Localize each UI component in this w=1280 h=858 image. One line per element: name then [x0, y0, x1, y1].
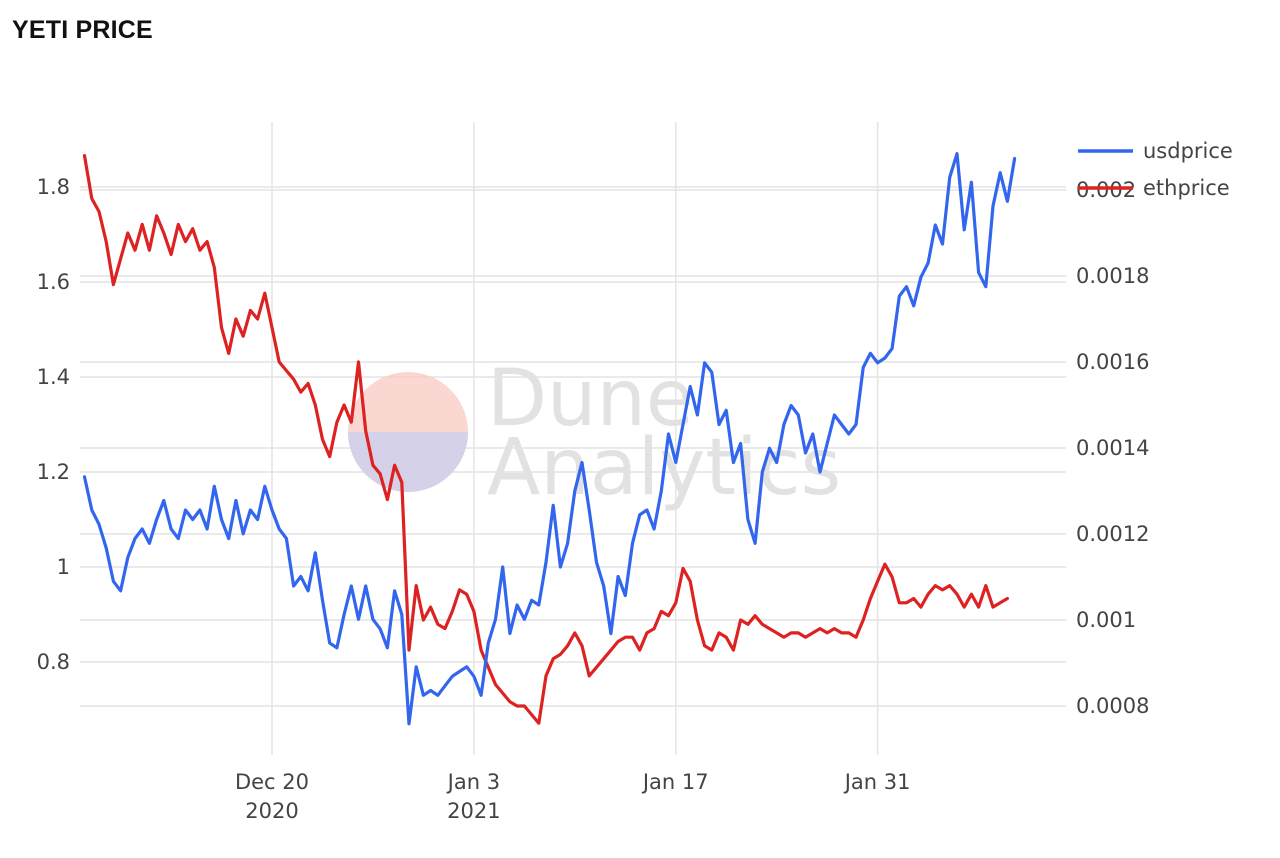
dune-logo-icon	[348, 372, 468, 492]
legend-label-usdprice: usdprice	[1143, 139, 1233, 163]
right-y-axis: 0.0008 0.001 0.0012 0.0014 0.0016 0.0018 0.002	[1076, 178, 1149, 718]
x-tick-label: Jan 17	[641, 770, 709, 794]
dune-analytics-watermark: Dune Analytics	[348, 354, 841, 513]
x-tick-year-label: 2020	[245, 799, 298, 823]
legend-label-ethprice: ethprice	[1143, 176, 1230, 200]
series-layer	[82, 152, 1017, 726]
y-left-tick-label: 1.4	[37, 365, 70, 389]
legend[interactable]: usdprice ethprice	[1078, 139, 1233, 200]
series-line-ethprice	[82, 154, 1009, 725]
legend-item-usdprice[interactable]: usdprice	[1078, 139, 1233, 163]
watermark-line1: Dune	[487, 354, 694, 444]
y-left-tick-label: 1.8	[37, 175, 70, 199]
series-line-usdprice	[82, 152, 1017, 726]
x-axis: Dec 20 2020 Jan 3 2021 Jan 17 Jan 31	[235, 770, 911, 823]
left-y-axis: 0.8 1 1.2 1.4 1.6 1.8	[37, 175, 70, 674]
legend-item-ethprice[interactable]: ethprice	[1078, 176, 1230, 200]
y-right-tick-label: 0.0012	[1076, 522, 1149, 546]
y-left-tick-label: 1.2	[37, 460, 70, 484]
y-left-tick-label: 1.6	[37, 270, 70, 294]
x-tick-label: Dec 20	[235, 770, 309, 794]
y-right-tick-label: 0.0014	[1076, 436, 1149, 460]
x-tick-label: Jan 31	[843, 770, 911, 794]
x-tick-label: Jan 3	[446, 770, 500, 794]
x-tick-year-label: 2021	[447, 799, 500, 823]
y-left-tick-label: 0.8	[37, 650, 70, 674]
y-right-tick-label: 0.0016	[1076, 350, 1149, 374]
y-left-tick-label: 1	[57, 555, 70, 579]
chart-title: YETI PRICE	[12, 16, 153, 44]
y-right-tick-label: 0.0008	[1076, 694, 1149, 718]
y-right-tick-label: 0.001	[1076, 608, 1136, 632]
y-right-tick-label: 0.0018	[1076, 264, 1149, 288]
y-right-tick-label: 0.002	[1076, 178, 1136, 202]
